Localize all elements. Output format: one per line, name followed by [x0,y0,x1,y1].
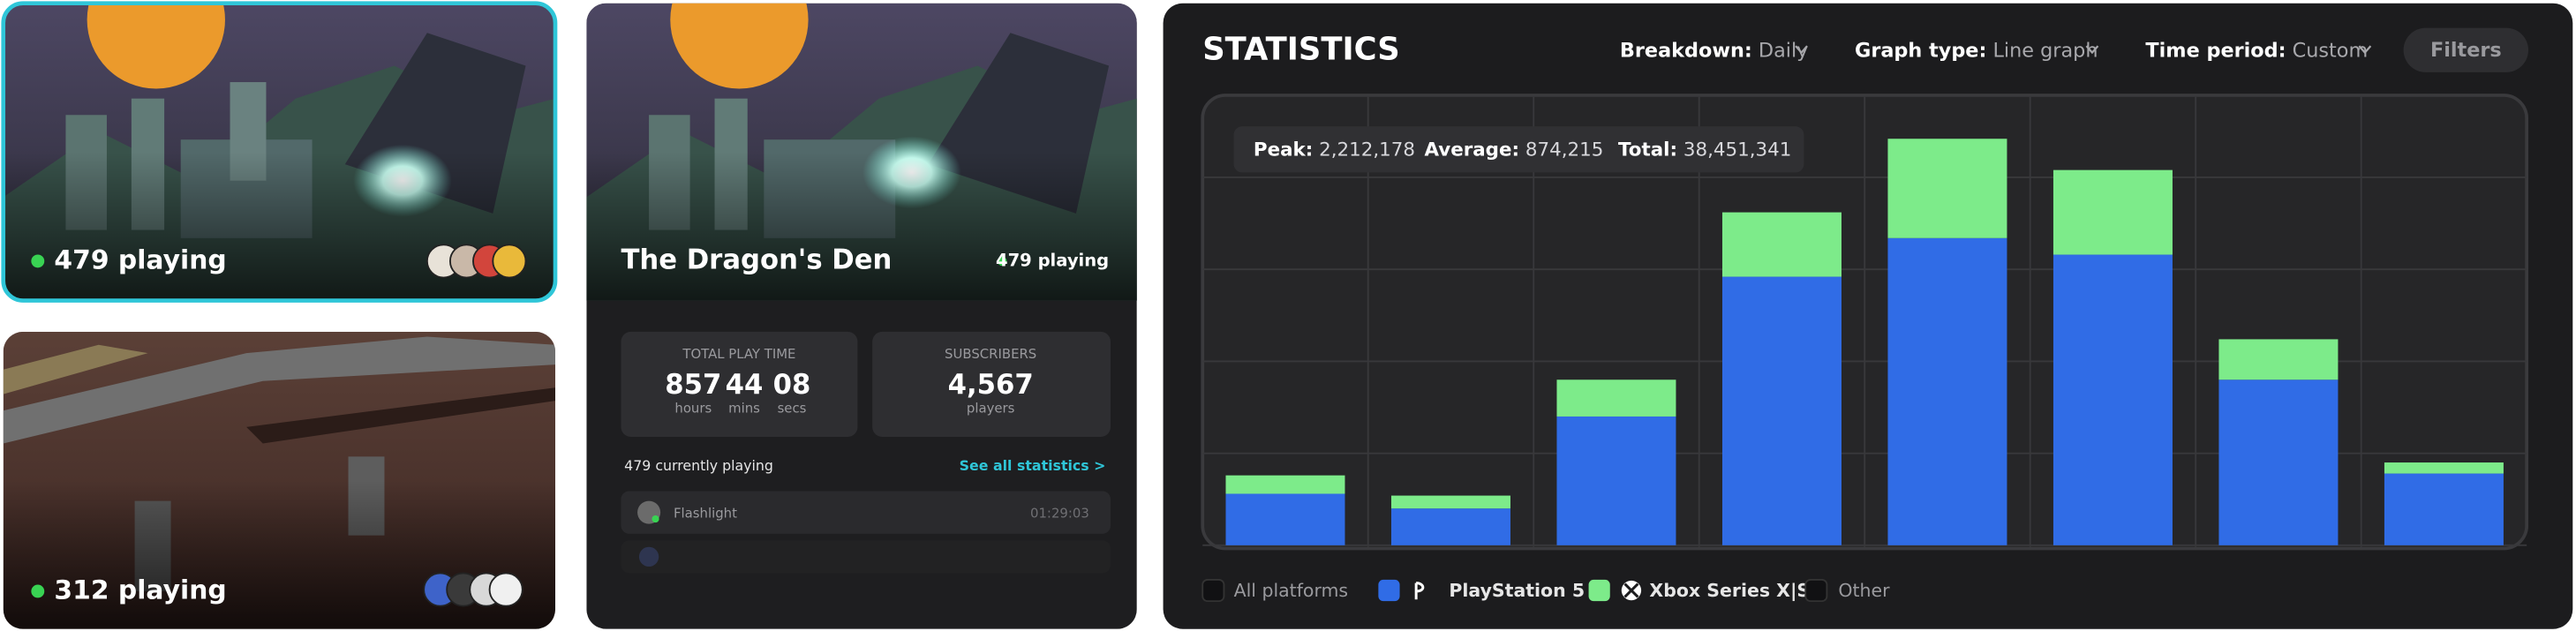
control[interactable]: Graph type: Line graph [1855,39,2099,62]
summary-value: 874,215 [1525,139,1603,161]
stat-value: 44 [726,370,764,401]
control-label: Breakdown: [1620,39,1752,62]
summary-value: 2,212,178 [1319,139,1415,161]
filters-button[interactable] [2403,27,2529,72]
legend: All platforms PlayStation 5 Xbox Series … [1201,578,1890,603]
avatar [488,572,523,607]
control-label: Time period: [2145,39,2286,62]
bar-segment [2053,169,2173,255]
game-title: The Dragon's Den [621,244,892,275]
plot [1202,96,2527,547]
legend-checkbox[interactable] [1804,578,1828,603]
stat-label: TOTAL PLAY TIME [682,346,795,362]
bar-segment [2218,379,2339,545]
legend-label: All platforms [1234,580,1349,601]
summary-label: Average: [1424,139,1519,161]
art-shade [586,3,1137,301]
game-card[interactable]: 479 playing [1,0,558,303]
stat-value: 857 [665,370,721,401]
bar-segment [1225,493,1345,545]
player-row[interactable] [621,491,1111,534]
stat-unit: players [967,400,1015,416]
playing-count: 312 playing [54,575,226,605]
summary-item: Total: 38,451,341 [1618,139,1791,161]
control[interactable]: Breakdown: Daily [1620,39,1808,62]
bar-segment [2384,462,2504,474]
summary-box [1233,126,1804,173]
detail-clip [586,3,1137,629]
playing-count: 479 playing [996,250,1109,270]
legend-label: Xbox Series X|S [1649,580,1810,602]
player-avatar [638,546,659,567]
summary-item: Average: 874,215 [1424,139,1603,161]
legend-checkbox[interactable] [1201,578,1225,603]
control-label: Graph type: [1855,39,1986,62]
bar-segment [1390,508,1510,545]
legend-label: Other [1838,580,1890,601]
bar-segment [2053,254,2173,545]
avatar [492,244,527,279]
summary-value: 38,451,341 [1683,139,1791,161]
bar-segment [1887,139,2007,238]
playing-count: 479 playing [54,244,226,275]
control-value: Custom [2293,39,2369,62]
bar-segment [1390,495,1510,509]
avatars [423,572,523,607]
control-text: Time period: Custom [2145,39,2368,62]
bar-segment [2384,473,2504,545]
chevron [2085,45,2099,55]
stat-value: 08 [773,370,811,401]
see-all-link[interactable]: See all statistics > [960,457,1106,474]
bar-segment [2218,339,2339,380]
status-dot [997,256,1007,267]
stat-value: 4,567 [948,370,1034,401]
player-row-faded [621,540,1111,574]
summary-item: Peak: 2,212,178 [1254,139,1415,161]
legend-label: PlayStation 5 [1449,580,1585,601]
legend-checkbox[interactable] [1378,579,1400,602]
summary-label: Total: [1618,139,1677,161]
statistics-panel: STATISTICS Breakdown: Daily Graph type: … [1163,3,2573,629]
control[interactable]: Time period: Custom [2145,39,2372,62]
game-card[interactable]: 312 playing [3,331,556,629]
filters-label: Filters [2430,39,2502,62]
bar-segment [1721,276,1842,545]
control-text: Graph type: Line graph [1855,39,2098,62]
chevron [2358,45,2372,55]
xbox-icon-mark [1623,582,1639,598]
status-dot [31,584,45,598]
stat-box [621,331,858,438]
control-text: Breakdown: Daily [1620,39,1808,62]
bar-segment [1556,416,1676,545]
stat-label: SUBSCRIBERS [945,346,1036,362]
bar-segment [1887,237,2007,545]
player-name: Flashlight [674,505,737,521]
stat-box [872,331,1111,438]
chevron [1795,45,1808,55]
player-time: 01:29:03 [1030,505,1089,521]
status-dot [31,254,45,268]
game-detail: The Dragon's Den 479 playing TOTAL PLAY … [586,3,1137,629]
bar-segment [1225,475,1345,494]
playstation-icon [1414,582,1425,600]
avatars [426,244,527,279]
card-selected-border [1,1,558,303]
stat-unit: mins [728,400,760,416]
bar-segment [1556,379,1676,417]
currently-playing: 479 currently playing [624,457,773,474]
stat-unit: hours [674,400,712,416]
stat-unit: secs [778,400,807,416]
legend-checkbox[interactable] [1588,579,1610,602]
panel-title: STATISTICS [1202,32,1399,68]
summary-label: Peak: [1254,139,1313,161]
bar-segment [1721,212,1842,277]
player-online-dot [652,515,659,523]
control-value: Line graph [1992,39,2098,62]
